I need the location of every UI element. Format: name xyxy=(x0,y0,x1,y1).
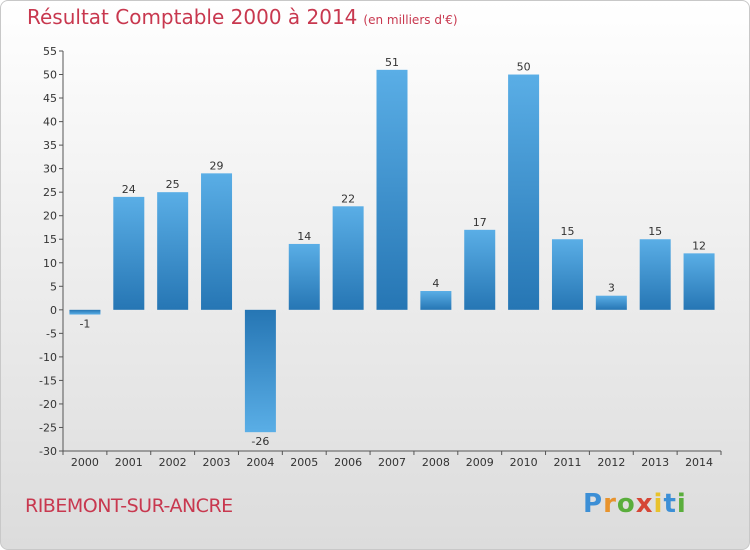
x-tick-label: 2000 xyxy=(71,456,99,469)
bar-2006 xyxy=(332,206,364,310)
x-tick-label: 2012 xyxy=(597,456,625,469)
unit-label: (en milliers d'€) xyxy=(363,13,458,27)
x-tick-label: 2003 xyxy=(203,456,231,469)
bar-2011 xyxy=(551,239,583,310)
bar-2000 xyxy=(69,309,101,315)
bar-2007 xyxy=(376,69,408,310)
data-label: 51 xyxy=(385,56,399,69)
x-tick-label: 2014 xyxy=(685,456,713,469)
bar-2003 xyxy=(201,173,233,310)
chart-title: Résultat Comptable 2000 à 2014 (en millie… xyxy=(27,5,458,29)
data-label: 12 xyxy=(692,239,706,252)
bar-2008 xyxy=(420,291,452,310)
data-label: 25 xyxy=(166,178,180,191)
y-tick-label: -30 xyxy=(39,445,57,458)
data-label: 14 xyxy=(297,230,311,243)
data-label: 29 xyxy=(210,159,224,172)
x-tick-label: 2008 xyxy=(422,456,450,469)
y-tick-label: -5 xyxy=(46,327,57,340)
logo-letter: P xyxy=(583,489,604,519)
logo-letter: i xyxy=(653,489,664,519)
x-tick-label: 2001 xyxy=(115,456,143,469)
y-tick-label: 20 xyxy=(43,210,57,223)
data-label: 24 xyxy=(122,183,136,196)
y-tick-label: -25 xyxy=(39,421,57,434)
y-tick-label: 40 xyxy=(43,116,57,129)
y-tick-label: -20 xyxy=(39,398,57,411)
logo-letter: i xyxy=(676,489,687,519)
x-tick-label: 2009 xyxy=(466,456,494,469)
x-tick-label: 2002 xyxy=(159,456,187,469)
data-label: -1 xyxy=(79,318,90,331)
x-tick-label: 2010 xyxy=(510,456,538,469)
proxiti-logo: Proxiti xyxy=(583,489,687,519)
y-tick-label: 45 xyxy=(43,92,57,105)
bar-2002 xyxy=(157,192,189,310)
x-axis: 2000 2001 2002 2003 2004 2005 2006 2007 2008 2009… xyxy=(62,450,722,469)
y-tick-label: -15 xyxy=(39,374,57,387)
commune-name: RIBEMONT-SUR-ANCRE xyxy=(25,495,233,517)
data-label: 3 xyxy=(608,282,615,295)
bar-2001 xyxy=(113,196,145,310)
data-labels: -1 24 25 29 -26 14 22 51 4 17 50 15 3 15 12 xyxy=(79,56,706,448)
data-label: 22 xyxy=(341,192,355,205)
data-label: 50 xyxy=(517,61,531,74)
y-tick-label: 15 xyxy=(43,233,57,246)
x-tick-label: 2007 xyxy=(378,456,406,469)
logo-letter: r xyxy=(603,489,617,519)
y-tick-label: 50 xyxy=(43,69,57,82)
bar-2013 xyxy=(639,239,671,310)
bar-2014 xyxy=(683,253,715,310)
y-tick-label: 10 xyxy=(43,257,57,270)
x-tick-label: 2006 xyxy=(334,456,362,469)
bar-2004 xyxy=(244,309,276,433)
data-label: 4 xyxy=(432,277,439,290)
y-tick-label: 55 xyxy=(43,45,57,58)
bar-2009 xyxy=(464,229,496,310)
y-tick-label: 5 xyxy=(50,280,57,293)
bar-2005 xyxy=(288,243,320,310)
y-tick-label: 0 xyxy=(50,304,57,317)
bars xyxy=(69,69,715,433)
data-label: -26 xyxy=(251,435,269,448)
logo-letter: t xyxy=(663,489,677,519)
logo-letter: x xyxy=(635,489,654,519)
x-tick-label: 2004 xyxy=(246,456,274,469)
y-tick-label: 30 xyxy=(43,163,57,176)
x-tick-label: 2011 xyxy=(553,456,581,469)
y-axis: -30 -25 -20 -15 -10 -5 0 5 10 15 20 25 30 35 40 45 50 55 xyxy=(39,45,64,458)
y-tick-label: -10 xyxy=(39,351,57,364)
data-label: 15 xyxy=(560,225,574,238)
x-tick-label: 2013 xyxy=(641,456,669,469)
y-tick-label: 35 xyxy=(43,139,57,152)
data-label: 15 xyxy=(648,225,662,238)
bar-2010 xyxy=(508,74,540,310)
bar-2012 xyxy=(595,295,627,310)
x-tick-label: 2005 xyxy=(290,456,318,469)
logo-letter: o xyxy=(616,489,636,519)
data-label: 17 xyxy=(473,216,487,229)
y-tick-label: 25 xyxy=(43,186,57,199)
